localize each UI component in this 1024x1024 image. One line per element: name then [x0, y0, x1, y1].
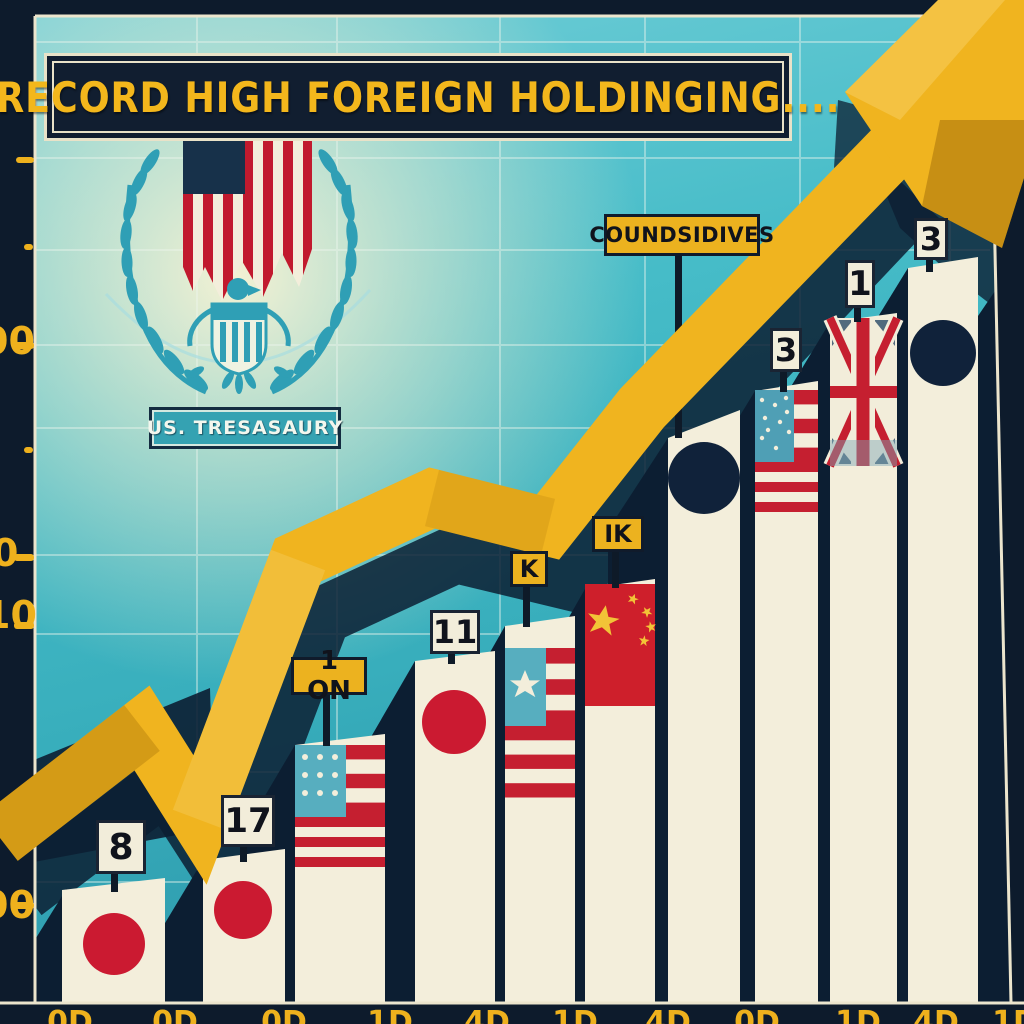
bar-label-sign: IK: [592, 516, 644, 552]
bar-label-sign: 1 ON: [291, 646, 367, 706]
x-axis-label: 4D: [913, 1005, 959, 1024]
bar-usa-2: [755, 381, 818, 1002]
x-axis-label: 0D: [261, 1005, 307, 1024]
y-axis-label: 00: [0, 319, 35, 363]
y-axis-label: 00: [0, 883, 35, 927]
hanging-us-flag-icon: [183, 137, 312, 301]
y-axis-label: 0: [0, 531, 19, 575]
bar-circle-2: [908, 257, 978, 1002]
us-flag-icon: [755, 390, 818, 512]
x-axis-label: 1D: [552, 1005, 598, 1024]
x-axis-label: 0D: [47, 1005, 93, 1024]
treasury-seal: [104, 137, 372, 395]
bar-label-sign: 1: [845, 260, 875, 308]
bar-uk: [830, 313, 897, 1002]
dark-circle-icon: [910, 320, 976, 386]
dark-circle-icon: [668, 442, 740, 514]
bar-circle-1: [668, 410, 740, 1002]
uk-flag-icon: [823, 315, 904, 469]
bar-label-sign: 11: [430, 610, 480, 654]
japan-flag-icon: [214, 881, 272, 939]
bar-label-sign: 3: [770, 328, 802, 372]
single-star-flag-icon: [505, 648, 575, 798]
arrow-head-icon: [845, 0, 1024, 248]
eagle-icon: [187, 278, 291, 394]
treasury-plaque: US. TRESASAURY: [146, 407, 344, 449]
laurel-wreath-icon: [118, 146, 360, 395]
japan-flag-icon: [422, 690, 486, 754]
trend-arrow: [0, 0, 1024, 885]
japan-flag-icon: [83, 913, 145, 975]
treasury-plaque-text: US. TRESASAURY: [146, 417, 344, 439]
bar-label-sign: COUNDSIDIVES: [589, 214, 774, 256]
x-axis-label: 1D: [367, 1005, 413, 1024]
y-axis-ticks: [14, 157, 34, 909]
us-flag-icon: [295, 745, 385, 867]
x-axis-label: 0D: [734, 1005, 780, 1024]
bar-flags: [83, 315, 976, 975]
poster-title: RECORD HIGH FOREIGN HOLDINGING....: [0, 72, 841, 122]
bar-label-sign: K: [510, 551, 548, 587]
x-axis-label: 1D: [835, 1005, 881, 1024]
bar-label-sign: 17: [221, 795, 275, 847]
x-axis-label: 1D: [992, 1005, 1024, 1024]
x-axis-label: 4D: [645, 1005, 691, 1024]
china-flag-icon: [584, 584, 659, 706]
bar-label-sign: 8: [96, 820, 146, 874]
title-banner: RECORD HIGH FOREIGN HOLDINGING....: [0, 53, 839, 141]
title-banner-inner: RECORD HIGH FOREIGN HOLDINGING....: [0, 61, 839, 133]
x-axis-label: 4D: [464, 1005, 510, 1024]
y-axis-label: 10: [0, 593, 37, 637]
bar-label-sign: 3: [914, 218, 948, 260]
x-axis-label: 0D: [152, 1005, 198, 1024]
